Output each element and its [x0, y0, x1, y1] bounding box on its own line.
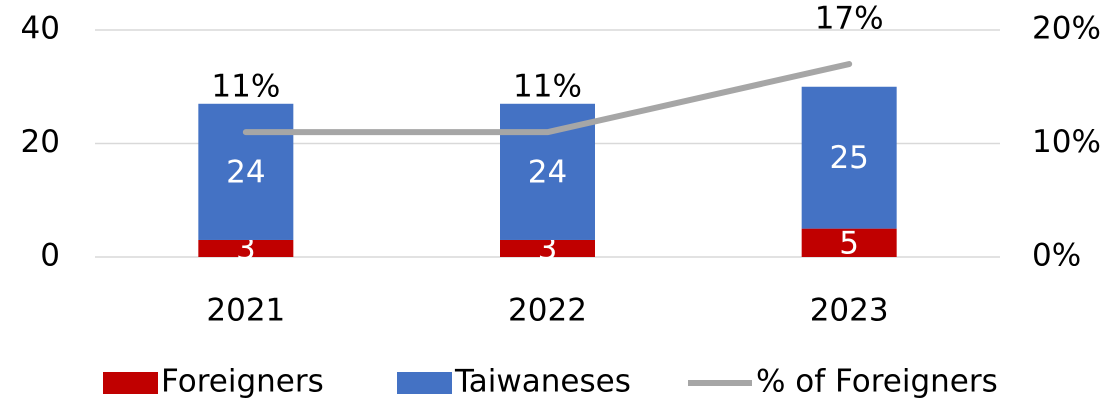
bar	[500, 239, 595, 257]
x-tick-label: 2023	[810, 293, 889, 329]
line	[242, 61, 853, 136]
legend-label: % of Foreigners	[756, 364, 998, 400]
line-value-label: 11%	[513, 69, 582, 105]
bar-value-label: 24	[226, 154, 265, 190]
bar	[198, 103, 294, 240]
line-value-label: 11%	[211, 69, 280, 105]
x-tick-label: 2021	[206, 293, 285, 329]
y-tick-label: 20	[21, 124, 60, 160]
bar-value-label: 24	[528, 154, 567, 190]
bar	[198, 239, 294, 257]
y2-tick-label: 20%	[1032, 11, 1101, 47]
x-tick-label: 2022	[508, 293, 587, 329]
legend-label: Foreigners	[161, 364, 324, 400]
bar-value-label: 5	[839, 225, 859, 261]
bar	[801, 86, 897, 229]
bar-value-label: 3	[236, 231, 256, 267]
bar-value-label: 25	[829, 140, 868, 176]
y-tick-label: 40	[21, 11, 60, 47]
legend-label: Taiwaneses	[454, 364, 631, 400]
y2-tick-label: 0%	[1032, 238, 1081, 274]
legend-marker	[397, 372, 452, 394]
line-value-label: 17%	[815, 1, 884, 37]
y2-tick-label: 10%	[1032, 124, 1101, 160]
legend-marker	[103, 372, 158, 394]
bar-value-label: 3	[538, 231, 558, 267]
y-tick-label: 0	[40, 238, 60, 274]
bar	[801, 228, 897, 257]
